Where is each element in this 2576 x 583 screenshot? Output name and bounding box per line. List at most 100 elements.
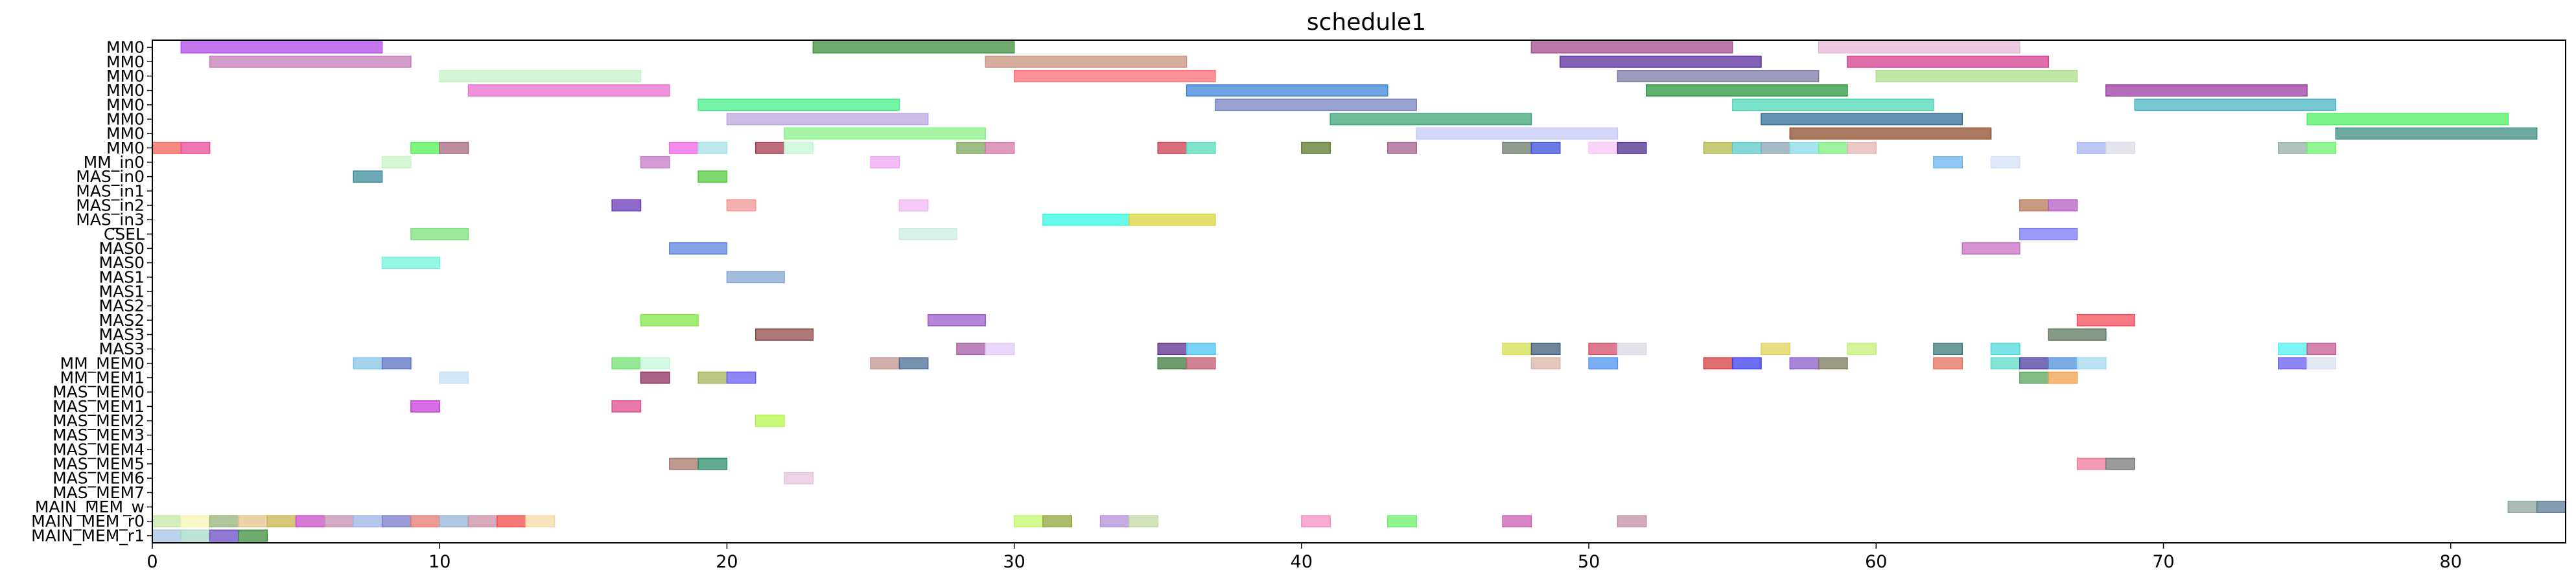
task-bar — [1703, 141, 1733, 154]
task-bar — [2019, 199, 2049, 212]
task-bar — [898, 357, 929, 370]
task-bar — [812, 41, 1015, 54]
task-bar — [697, 141, 728, 154]
y-tick-label: MM0 — [106, 52, 145, 71]
task-bar — [152, 529, 182, 542]
task-bar — [1818, 141, 1848, 154]
y-tick-label: MM0 — [106, 38, 145, 57]
task-bar — [1990, 343, 2020, 356]
y-tick-label: MM0 — [106, 81, 145, 100]
task-bar — [209, 529, 239, 542]
chart-title: schedule1 — [1307, 9, 1426, 36]
task-bar — [1502, 141, 1532, 154]
y-tick-label: MAS3 — [99, 325, 145, 344]
task-bar — [870, 357, 900, 370]
task-bar — [439, 70, 642, 82]
task-bar — [726, 199, 756, 212]
task-bar — [1731, 357, 1762, 370]
y-tick-label: MAS2 — [99, 311, 145, 330]
task-bar — [353, 515, 383, 528]
task-bar — [1186, 84, 1388, 97]
task-bar — [381, 156, 412, 168]
task-bar — [2278, 357, 2308, 370]
task-bar — [2278, 141, 2308, 154]
task-bar — [2048, 328, 2107, 341]
y-tick-label: MAS3 — [99, 339, 145, 358]
task-bar — [439, 141, 469, 154]
task-bar — [956, 141, 987, 154]
y-tick-label: MM0 — [106, 95, 145, 114]
task-bar — [2048, 371, 2078, 384]
task-bar — [640, 357, 670, 370]
task-bar — [180, 41, 383, 54]
task-bar — [2306, 113, 2509, 126]
task-bar — [1416, 127, 1619, 140]
y-tick-label: MAS_in1 — [76, 181, 145, 200]
x-tick-label: 60 — [1865, 552, 1887, 572]
x-tick-label: 50 — [1578, 552, 1600, 572]
task-bar — [1588, 343, 1619, 356]
task-bar — [640, 371, 670, 384]
task-bar — [1731, 141, 1762, 154]
task-bar — [1847, 55, 2049, 68]
x-tick-label: 0 — [146, 552, 158, 572]
task-bar — [410, 141, 440, 154]
task-bar — [2076, 141, 2107, 154]
task-bar — [640, 314, 699, 326]
task-bar — [1301, 141, 1331, 154]
task-bar — [927, 314, 987, 326]
task-bar — [1645, 84, 1848, 97]
x-tick-label: 70 — [2152, 552, 2174, 572]
task-bar — [1617, 343, 1647, 356]
x-tick-label: 20 — [716, 552, 738, 572]
task-bar — [1761, 343, 1791, 356]
y-axis: MM0MM0MM0MM0MM0MM0MM0MM0MM_in0MAS_in0MAS… — [31, 38, 152, 545]
task-bar — [784, 472, 814, 485]
y-tick-label: MAS1 — [99, 282, 145, 301]
task-bar — [2076, 357, 2107, 370]
x-axis: 0 10 20 30 40 50 60 70 80 — [146, 543, 2462, 572]
task-bar — [611, 400, 642, 413]
task-bar — [410, 227, 469, 240]
task-bar — [238, 529, 268, 542]
task-bar — [410, 515, 440, 528]
y-tick-label: MAS_MEM2 — [53, 411, 145, 430]
task-bar — [726, 113, 929, 126]
y-tick-label: MAS_MEM0 — [53, 383, 145, 402]
task-bar — [1530, 357, 1561, 370]
task-bar — [1157, 343, 1188, 356]
task-bar — [697, 170, 728, 183]
y-tick-label: MAS_in2 — [76, 196, 145, 214]
y-tick-label: MAS_MEM3 — [53, 426, 145, 444]
task-bar — [180, 141, 211, 154]
task-bar — [1875, 70, 2078, 82]
task-bar — [755, 328, 814, 341]
task-bar — [2019, 227, 2078, 240]
y-tick-label: MAS0 — [99, 239, 145, 258]
y-tick-label: MAS_MEM5 — [53, 455, 145, 474]
task-bar — [611, 199, 642, 212]
task-bar — [1588, 141, 1619, 154]
x-tick-label: 10 — [428, 552, 451, 572]
y-tick-label: MAIN_MEM_r1 — [31, 526, 145, 545]
task-bar — [640, 156, 670, 168]
task-bar — [669, 141, 699, 154]
task-bar — [2048, 357, 2078, 370]
task-bar — [381, 257, 440, 269]
task-bar — [1042, 515, 1073, 528]
task-bar — [898, 199, 929, 212]
task-bar — [726, 371, 756, 384]
task-bar — [1789, 127, 1992, 140]
task-bar — [180, 515, 211, 528]
task-bar — [410, 400, 440, 413]
y-tick-label: MAS1 — [99, 268, 145, 286]
task-bar — [1933, 343, 1963, 356]
task-bar — [1157, 357, 1188, 370]
task-bar — [1560, 55, 1762, 68]
task-bar — [1990, 357, 2020, 370]
task-bar — [985, 343, 1015, 356]
task-bar — [152, 515, 182, 528]
task-bar — [2105, 84, 2308, 97]
task-bar — [152, 141, 182, 154]
